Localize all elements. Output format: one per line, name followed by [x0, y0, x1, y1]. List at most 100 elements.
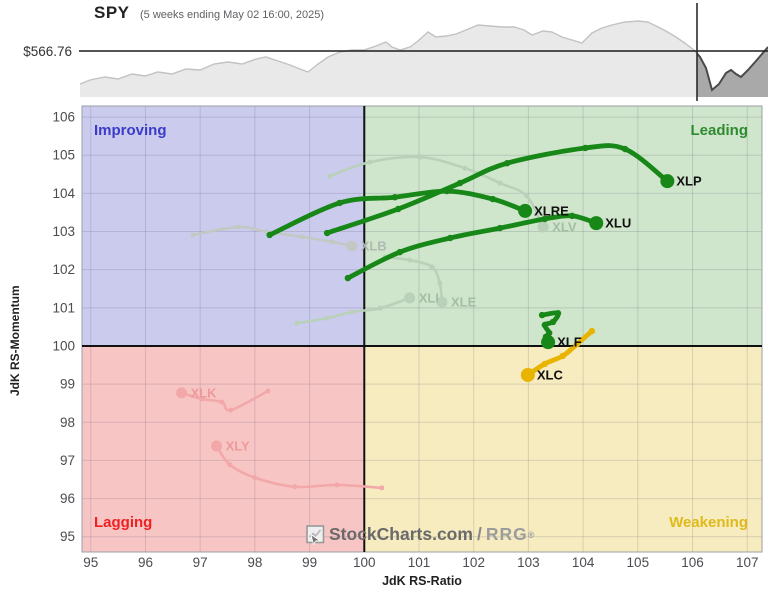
symbol-label-xlk[interactable]: XLK — [191, 385, 218, 400]
tail-node — [299, 234, 305, 240]
y-tick-label: 95 — [60, 529, 75, 544]
tail-node — [407, 257, 413, 263]
x-tick-label: 105 — [627, 555, 650, 570]
symbol-label-xli[interactable]: XLI — [419, 290, 439, 305]
x-tick-label: 102 — [462, 555, 485, 570]
quadrant-lagging — [82, 345, 365, 552]
tail-node — [496, 224, 504, 232]
tail-node — [437, 280, 443, 286]
x-tick-label: 97 — [193, 555, 208, 570]
tail-node — [377, 305, 383, 311]
price-line-label: $566.76 — [23, 44, 72, 59]
endpoint-xlb[interactable] — [346, 240, 358, 252]
x-tick-label: 99 — [302, 555, 317, 570]
tail-node — [367, 159, 373, 165]
quadrant-improving — [82, 106, 365, 346]
watermark-product: RRG — [485, 524, 528, 544]
x-tick-label: 107 — [736, 555, 759, 570]
symbol-label-xlc[interactable]: XLC — [537, 367, 564, 382]
tail-xly[interactable] — [211, 440, 385, 491]
y-tick-label: 106 — [52, 110, 75, 125]
tail-xli[interactable] — [294, 292, 416, 326]
y-tick-label: 104 — [52, 186, 75, 201]
tail-node — [391, 193, 399, 201]
x-tick-label: 104 — [572, 555, 595, 570]
symbol-title: SPY — [94, 3, 130, 22]
quadrant-label-lagging: Lagging — [94, 514, 153, 531]
tail-xlp[interactable] — [323, 143, 675, 237]
y-tick-label: 99 — [60, 377, 75, 392]
y-tick-label: 102 — [52, 262, 75, 277]
tail-node — [541, 360, 549, 368]
tail-node — [489, 195, 497, 203]
endpoint-xly[interactable] — [211, 440, 223, 452]
tail-node — [265, 388, 271, 394]
tail-xlk[interactable] — [176, 387, 271, 413]
tail-node — [292, 484, 298, 490]
endpoint-xlk[interactable] — [176, 387, 188, 399]
tail-node — [541, 321, 549, 329]
tail-xlf[interactable] — [538, 309, 562, 350]
tail-node — [456, 179, 464, 187]
y-tick-label: 105 — [52, 148, 75, 163]
quadrant-leading — [364, 106, 762, 346]
tail-node — [379, 485, 385, 491]
tail-xlb[interactable] — [190, 224, 358, 252]
tail-node — [446, 234, 454, 242]
endpoint-xlu[interactable] — [589, 216, 604, 231]
endpoint-xlre[interactable] — [518, 203, 533, 218]
tail-node — [266, 231, 273, 239]
tail-node — [329, 239, 335, 245]
tail-xle[interactable] — [382, 254, 448, 308]
symbol-label-xlp[interactable]: XLP — [676, 174, 702, 189]
tail-xlc[interactable] — [520, 327, 596, 382]
tail-node — [349, 309, 355, 315]
y-tick-label: 101 — [52, 300, 75, 315]
tail-node — [344, 274, 352, 282]
endpoint-xlf[interactable] — [541, 335, 556, 350]
symbol-label-xlf[interactable]: XLF — [557, 335, 582, 350]
sparkline-highlight-line — [697, 46, 768, 92]
symbol-label-xlb[interactable]: XLB — [361, 239, 387, 254]
tail-node — [334, 482, 340, 488]
y-axis-title: JdK RS-Momentum — [8, 285, 22, 396]
tail-node — [395, 205, 402, 213]
endpoint-xlp[interactable] — [660, 174, 675, 189]
tail-xlv[interactable] — [327, 154, 549, 233]
symbol-label-xlu[interactable]: XLU — [605, 216, 631, 231]
endpoint-xlv[interactable] — [537, 221, 549, 233]
quadrant-label-leading: Leading — [690, 122, 748, 139]
tail-node — [323, 229, 331, 237]
symbol-label-xlre[interactable]: XLRE — [534, 203, 569, 218]
quadrant-weakening — [364, 345, 762, 552]
tail-xlu[interactable] — [344, 212, 604, 282]
endpoint-xle[interactable] — [436, 296, 448, 308]
endpoint-xlc[interactable] — [520, 367, 535, 382]
y-tick-label: 100 — [52, 338, 75, 353]
symbol-label-xle[interactable]: XLE — [451, 295, 477, 310]
tail-xlre[interactable] — [266, 187, 533, 239]
sparkline-area — [80, 21, 768, 97]
tail-node — [588, 327, 596, 335]
date-range-subtitle: (5 weeks ending May 02 16:00, 2025) — [139, 9, 325, 21]
price-sparkline — [79, 3, 768, 101]
tail-node — [549, 318, 557, 326]
tail-node — [199, 396, 205, 402]
x-axis-title: JdK RS-Ratio — [382, 574, 462, 588]
x-tick-label: 98 — [247, 555, 262, 570]
x-tick-label: 95 — [83, 555, 98, 570]
tail-node — [294, 320, 300, 326]
symbol-label-xly[interactable]: XLY — [226, 438, 250, 453]
endpoint-xli[interactable] — [404, 292, 416, 304]
chart-header: SPY (5 weeks ending May 02 16:00, 2025) — [94, 3, 324, 23]
tail-node — [538, 311, 546, 319]
tail-node — [252, 475, 258, 481]
watermark-site: StockCharts.com — [329, 524, 473, 544]
symbol-label-xlv[interactable]: XLV — [552, 219, 577, 234]
quadrant-label-weakening: Weakening — [669, 514, 748, 531]
tail-node — [228, 407, 234, 413]
tail-node — [462, 165, 468, 171]
tail-node — [622, 145, 629, 153]
